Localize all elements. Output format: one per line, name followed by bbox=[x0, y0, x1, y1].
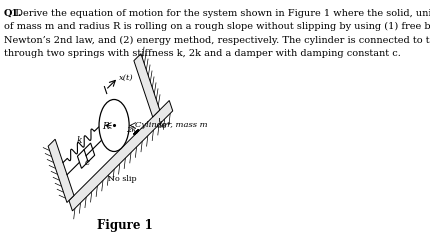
Text: k: k bbox=[77, 136, 82, 145]
Text: 30°: 30° bbox=[156, 122, 170, 130]
Text: of mass m and radius R is rolling on a rough slope without slipping by using (1): of mass m and radius R is rolling on a r… bbox=[4, 22, 430, 31]
Text: c: c bbox=[84, 158, 89, 167]
Text: x(t): x(t) bbox=[119, 74, 134, 82]
Text: Figure 1: Figure 1 bbox=[96, 219, 152, 232]
Polygon shape bbox=[134, 54, 160, 117]
Text: Q1.: Q1. bbox=[4, 9, 22, 18]
Text: Derive the equation of motion for the system shown in Figure 1 where the solid, : Derive the equation of motion for the sy… bbox=[12, 9, 430, 18]
Circle shape bbox=[99, 99, 129, 151]
Polygon shape bbox=[48, 139, 74, 203]
Text: Newton’s 2nd law, and (2) energy method, respectively. The cylinder is connected: Newton’s 2nd law, and (2) energy method,… bbox=[4, 35, 430, 45]
Polygon shape bbox=[69, 100, 172, 211]
Text: R: R bbox=[102, 122, 108, 131]
Text: through two springs with stiffness k, 2k and a damper with damping constant c.: through two springs with stiffness k, 2k… bbox=[4, 49, 400, 58]
Text: 2k: 2k bbox=[126, 126, 136, 134]
Polygon shape bbox=[77, 143, 95, 168]
Text: No slip: No slip bbox=[108, 175, 137, 183]
Text: Cylinder, mass m: Cylinder, mass m bbox=[135, 121, 207, 129]
